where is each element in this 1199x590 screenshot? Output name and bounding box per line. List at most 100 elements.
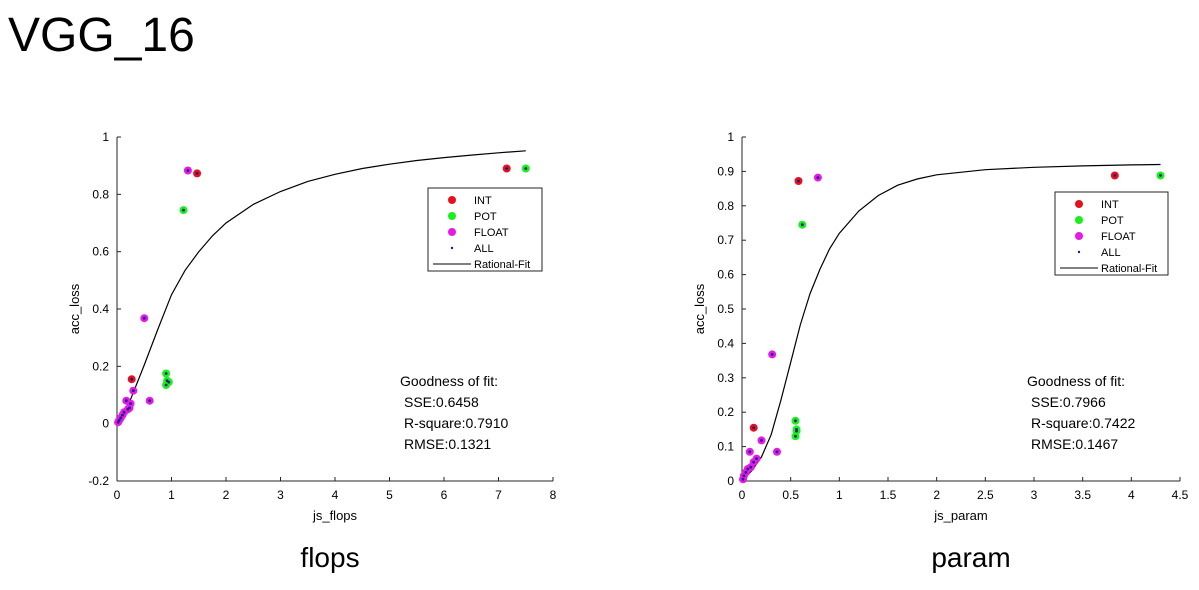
point-all bbox=[794, 434, 797, 438]
x-tick-label: 6 bbox=[441, 488, 448, 502]
y-tick-label: 0.1 bbox=[717, 440, 734, 454]
goodness-title: Goodness of fit: bbox=[1027, 373, 1125, 389]
caption-flops: flops bbox=[300, 542, 360, 573]
point-all bbox=[164, 372, 168, 375]
y-tick-label: 0.8 bbox=[717, 199, 734, 213]
y-tick-label: 0.9 bbox=[717, 164, 734, 178]
legend-label: INT bbox=[474, 195, 492, 207]
point-all bbox=[167, 380, 171, 384]
point-all bbox=[794, 419, 797, 423]
legend-swatch-int bbox=[1075, 200, 1083, 208]
x-tick-label: 2.5 bbox=[977, 488, 994, 502]
point-all bbox=[748, 450, 752, 454]
goodness-rsquare: R-square:0.7422 bbox=[1031, 415, 1136, 431]
point-all bbox=[130, 377, 134, 381]
x-tick-label: 3 bbox=[1031, 488, 1038, 502]
y-axis-label: acc_loss bbox=[67, 283, 82, 334]
y-tick-label: 0.2 bbox=[92, 359, 109, 373]
point-all bbox=[119, 416, 123, 420]
point-all bbox=[195, 172, 199, 175]
y-tick-label: 0.6 bbox=[92, 245, 109, 259]
legend-swatch-pot bbox=[448, 212, 456, 220]
x-axis-label: js_flops bbox=[312, 508, 358, 523]
point-all bbox=[129, 402, 133, 405]
point-all bbox=[122, 410, 126, 414]
point-all bbox=[770, 353, 774, 356]
point-all bbox=[121, 413, 124, 417]
point-all bbox=[186, 169, 190, 172]
legend-swatch-pot bbox=[1075, 216, 1083, 224]
x-tick-label: 0 bbox=[739, 488, 746, 502]
point-all bbox=[1159, 174, 1162, 177]
x-tick-label: 7 bbox=[495, 488, 502, 502]
point-all bbox=[744, 471, 748, 474]
x-tick-label: 0 bbox=[114, 488, 121, 502]
point-all bbox=[746, 467, 750, 471]
y-tick-label: 0 bbox=[102, 417, 109, 431]
y-tick-label: 0 bbox=[727, 474, 734, 488]
x-tick-label: 2 bbox=[933, 488, 940, 502]
goodness-rmse: RMSE:0.1467 bbox=[1031, 436, 1118, 452]
legend-label: FLOAT bbox=[474, 227, 509, 239]
point-all bbox=[131, 389, 135, 393]
y-tick-label: 0.7 bbox=[717, 233, 734, 247]
legend-label: Rational-Fit bbox=[1101, 263, 1157, 275]
point-all bbox=[505, 167, 509, 170]
y-tick-label: 0.6 bbox=[717, 268, 734, 282]
point-all bbox=[1113, 174, 1117, 177]
goodness-sse: SSE:0.7966 bbox=[1031, 394, 1106, 410]
x-tick-label: 4 bbox=[1128, 488, 1135, 502]
y-tick-label: -0.2 bbox=[88, 474, 109, 488]
legend-swatch-all bbox=[450, 246, 454, 250]
point-all bbox=[148, 399, 152, 403]
x-tick-label: 2 bbox=[223, 488, 230, 502]
point-all bbox=[182, 208, 185, 212]
y-tick-label: 0.4 bbox=[92, 302, 109, 316]
legend-label: FLOAT bbox=[1101, 231, 1136, 243]
legend-box bbox=[427, 187, 543, 272]
point-all bbox=[760, 439, 763, 442]
goodness-rmse: RMSE:0.1321 bbox=[404, 436, 491, 452]
x-tick-label: 8 bbox=[550, 488, 557, 502]
x-tick-label: 1 bbox=[168, 488, 175, 502]
x-tick-label: 4 bbox=[332, 488, 339, 502]
x-tick-label: 3.5 bbox=[1074, 488, 1091, 502]
y-tick-label: 1 bbox=[102, 130, 109, 144]
x-tick-label: 1.5 bbox=[880, 488, 897, 502]
point-all bbox=[749, 465, 753, 469]
x-tick-label: 5 bbox=[386, 488, 393, 502]
legend-box bbox=[1054, 191, 1169, 276]
point-all bbox=[795, 428, 798, 431]
legend-swatch-int bbox=[448, 196, 456, 204]
x-axis-label: js_param bbox=[933, 508, 987, 523]
legend-swatch-float bbox=[448, 228, 456, 236]
legend-label: POT bbox=[474, 211, 497, 223]
x-tick-label: 3 bbox=[277, 488, 284, 502]
legend-swatch-all bbox=[1077, 250, 1081, 254]
page-title: VGG_16 bbox=[8, 9, 195, 62]
rational-fit-line bbox=[116, 150, 526, 424]
point-all bbox=[775, 450, 779, 454]
legend-label: INT bbox=[1101, 199, 1119, 211]
rational-fit-line bbox=[741, 163, 1161, 482]
point-all bbox=[124, 399, 128, 403]
chart-flops: 0 1 2 3 4 5 6 7 8 -0.2 0 0.2 0.4 0.6 0.8 1 js_flops acc_l… bbox=[67, 130, 557, 523]
y-tick-label: 0.4 bbox=[717, 336, 734, 350]
legend-label: POT bbox=[1101, 215, 1124, 227]
legend-label: Rational-Fit bbox=[474, 259, 530, 271]
legend-swatch-float bbox=[1075, 232, 1083, 240]
point-all bbox=[755, 457, 758, 460]
y-tick-label: 0.2 bbox=[717, 405, 734, 419]
legend-label: ALL bbox=[474, 243, 494, 255]
point-all bbox=[742, 474, 746, 478]
point-all bbox=[117, 418, 121, 422]
y-tick-label: 0.5 bbox=[717, 302, 734, 316]
point-all bbox=[128, 406, 131, 410]
point-all bbox=[741, 477, 745, 481]
x-tick-label: 1 bbox=[836, 488, 843, 502]
goodness-title: Goodness of fit: bbox=[400, 373, 498, 389]
point-all bbox=[164, 383, 168, 387]
legend-label: ALL bbox=[1101, 247, 1121, 259]
point-all bbox=[797, 179, 800, 183]
x-tick-label: 4.5 bbox=[1172, 488, 1189, 502]
